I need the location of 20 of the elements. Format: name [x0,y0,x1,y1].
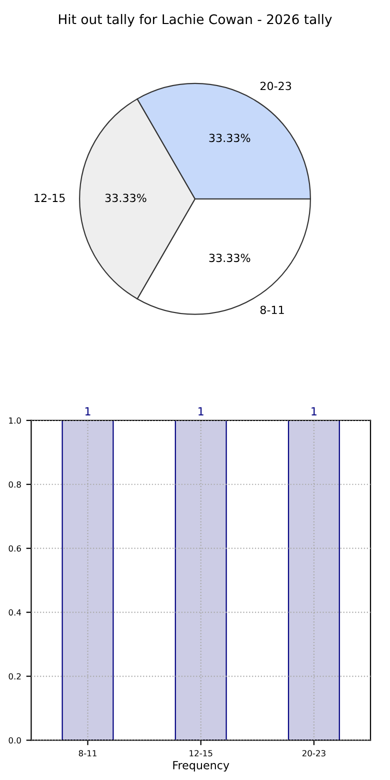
y-tick-label: 0.2 [8,673,21,680]
slice-label: 20-23 [260,82,292,90]
data-label: 33.33% [209,134,250,142]
x-tick-label: 20-23 [302,750,326,756]
y-tick-label: 0.0 [8,737,21,744]
data-label: 1 [85,407,90,416]
slice-label: 12-15 [34,194,65,202]
data-label: 33.33% [105,194,146,202]
chart-title: Hit out tally for Lachie Cowan - 2026 tally [59,14,332,27]
y-tick-label: 0.4 [8,609,22,616]
x-axis-title: Frequency [173,761,230,772]
data-label: 1 [198,407,204,416]
y-tick-label: 0.8 [8,481,21,488]
y-tick-label: 0.6 [8,545,21,552]
y-tick-label: 1.0 [9,417,21,424]
slice-label: 8-11 [260,306,284,314]
data-label: 1 [312,407,316,416]
data-label: 33.33% [209,254,250,262]
x-tick-label: 8-11 [78,750,96,756]
x-tick-label: 12-15 [190,750,212,756]
